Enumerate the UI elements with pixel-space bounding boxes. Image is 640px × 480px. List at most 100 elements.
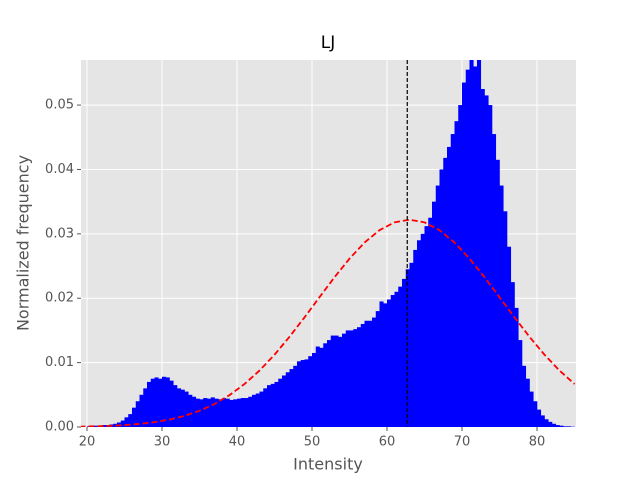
histogram-bar [289,369,294,427]
x-tick-label: 60 [379,435,396,450]
x-tick-label: 80 [529,435,546,450]
histogram-bar [120,420,125,427]
histogram-bar [492,134,497,427]
histogram-bar [94,425,99,427]
histogram-bar [454,121,459,427]
histogram-bar [555,425,560,427]
histogram-bar [499,185,504,427]
histogram-bar [229,399,234,427]
histogram-bar [413,249,418,427]
histogram-bar [143,388,148,427]
x-tick-label: 70 [454,435,471,450]
histogram-bar [308,356,313,427]
histogram-bar [274,381,279,427]
y-tick-label: 0.05 [45,98,74,113]
histogram-bar [473,66,478,427]
histogram-bar [300,360,305,427]
histogram-bar [135,401,140,427]
histogram-bar [428,217,433,427]
histogram-bar [263,388,268,427]
histogram-bar [150,378,155,427]
histogram-bar [394,291,399,427]
histogram-bar [323,343,328,427]
x-axis-label: Intensity [293,455,363,474]
x-tick-label: 50 [304,435,321,450]
histogram-bar [169,380,174,427]
histogram-bar [387,299,392,427]
histogram-bar [458,105,463,427]
histogram-bar [195,398,200,427]
histogram-bar [180,389,185,427]
histogram-bar [409,262,414,427]
histogram-bar [469,60,474,427]
histogram-bar [154,377,159,427]
histogram-bar [184,391,189,427]
histogram-bar [102,425,107,427]
histogram-bar [162,376,167,427]
histogram-bar [128,414,133,427]
histogram-bar [192,396,197,427]
histogram-bar [522,365,527,427]
histogram-bar [270,383,275,427]
histogram-bar [293,365,298,427]
x-tick-label: 20 [79,435,96,450]
histogram-bar [465,69,470,427]
histogram-bar [439,169,444,427]
histogram-bar [207,398,212,427]
histogram-bar [372,317,377,427]
histogram-bar [390,295,395,427]
y-tick-label: 0.01 [45,355,74,370]
histogram-bar [375,311,380,427]
histogram-bar [477,60,482,427]
x-tick-label: 30 [154,435,171,450]
histogram-bar [237,398,242,427]
histogram-bar [529,391,534,427]
histogram-bar [203,398,208,427]
histogram-bar [132,407,137,427]
histogram-bar [480,88,485,427]
histogram-bar [537,409,542,427]
histogram-bar [165,377,170,427]
histogram-bar [225,398,230,427]
histogram-bar [177,388,182,427]
histogram-bar [514,307,519,427]
histogram-bar [357,327,362,427]
histogram-bar [214,398,219,427]
histogram-bar [199,399,204,427]
histogram-bar [252,394,257,427]
histogram-bar [540,415,545,427]
histogram-bar [567,426,572,427]
histogram-bar [379,301,384,427]
histogram-bar [435,185,440,427]
histogram-bar [488,105,493,427]
histogram-bar [510,282,515,427]
histogram-bar [443,157,448,427]
histogram-bar [544,419,549,427]
histogram-bar [255,393,260,427]
histogram-bar [552,423,557,427]
fit-curve [81,218,576,427]
histogram-bar [297,361,302,427]
histogram-bar [462,82,467,427]
histogram-bar [244,398,249,427]
y-tick-label: 0.03 [45,226,74,241]
histogram-bar [503,211,508,427]
histogram-bar [518,340,523,427]
y-tick-label: 0.04 [45,162,74,177]
histogram-bar [139,394,144,427]
histogram-bar [398,286,403,427]
histogram-bar [315,346,320,427]
histogram-bar [278,378,283,427]
histogram-bar [548,421,553,427]
histogram-bar [417,240,422,427]
histogram-bar [507,246,512,427]
histogram-bar [338,336,343,427]
histogram-bar [312,352,317,427]
histogram-bar [353,329,358,427]
histogram-bar [364,320,369,427]
histogram-bar [432,201,437,427]
histogram-bar [334,335,339,427]
histogram-bar [360,323,365,427]
